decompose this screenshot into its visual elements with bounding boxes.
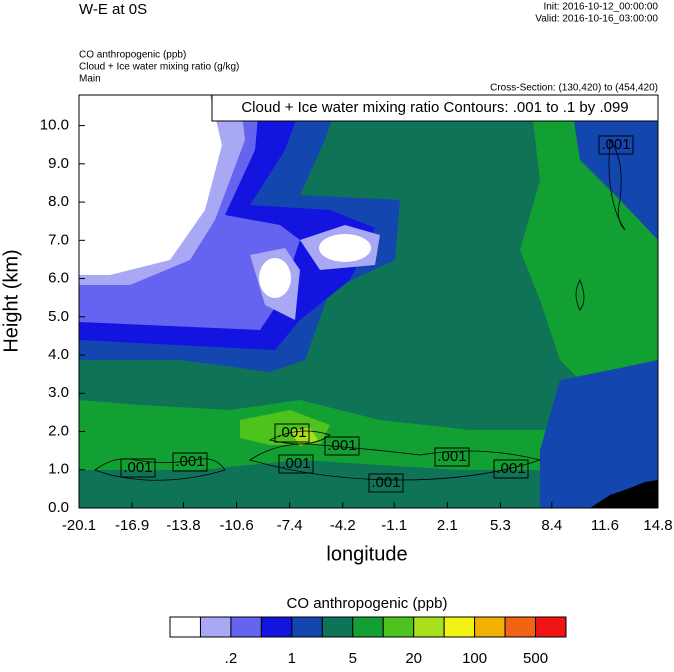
colorbar-box [199,616,232,638]
x-tick-label: 14.8 [643,517,672,534]
colorbar-box [260,616,293,638]
x-tick-label: -4.2 [330,517,356,534]
x-tick-label: -7.4 [277,517,303,534]
chart-title: W-E at 0S [79,1,147,18]
x-tick-label: 5.3 [490,517,511,534]
field-label: Main [79,74,101,85]
cross-section: Cross-Section: (130,420) to (454,420) [490,83,658,94]
y-tick-label: 10.0 [40,117,69,134]
contour-label-box [324,436,360,456]
y-tick-label: 7.0 [48,231,69,248]
valid-time: Valid: 2016-10-16_03:00:00 [535,14,658,25]
y-axis-label: Height (km) [0,249,22,352]
y-tick-label: 0.0 [48,499,69,516]
colorbar-label: 500 [523,650,548,667]
contour-label: .001 [123,459,152,476]
contour-label-box [368,473,404,493]
y-tick-label: 2.0 [48,422,69,439]
colorbar-label: 100 [462,650,487,667]
contour-label: .001 [371,474,400,491]
region [319,234,371,262]
contour-label-box [172,452,208,472]
contour-label: .001 [496,460,525,477]
x-tick-label: -1.1 [381,517,407,534]
cloud-contours [94,138,626,481]
colorbar-label: 1 [288,650,296,667]
contour-label: .001 [277,424,306,441]
contour-label: .001 [281,455,310,472]
contour-label-box [493,459,529,479]
contour-label: .001 [437,448,466,465]
x-tick-label: -16.9 [115,517,149,534]
y-tick-label: 9.0 [48,155,69,172]
region [79,95,222,275]
y-tick-label: 1.0 [48,461,69,478]
y-tick-label: 5.0 [48,308,69,325]
colorbar-title: CO anthropogenic (ppb) [287,595,448,612]
colorbar-box [321,616,354,638]
colorbar-label: 20 [405,650,422,667]
colorbar-box [535,616,567,638]
region [570,95,658,240]
x-axis-label: longitude [326,543,407,565]
y-tick-label: 4.0 [48,346,69,363]
region [259,258,291,298]
colorbar-box [443,616,476,638]
contour-label: .001 [601,136,630,153]
contour-label-box [274,423,310,443]
x-tick-label: 11.6 [591,517,619,534]
terrain [590,480,658,508]
contour-label: .001 [327,437,356,454]
colorbar-box [291,616,323,638]
x-tick-label: 8.4 [541,517,562,534]
region [290,428,318,446]
colorbar-label: .2 [225,650,238,667]
y-tick-label: 6.0 [48,270,69,287]
contour-labels: .001 .001 .001 .001 .001 .001 .001 .001 .001 [120,135,634,493]
x-tick-label: -13.8 [166,517,200,534]
contour-label-box [278,454,314,474]
contour-label-box [120,458,156,478]
x-tick-label: -10.6 [220,517,254,534]
x-tick-label: -20.1 [62,517,96,534]
contour-label: .001 [175,453,204,470]
contour-info-box [211,94,659,122]
colorbar-box [352,616,384,638]
init-time: Init: 2016-10-12_00:00:00 [543,2,658,13]
plot-area [79,95,658,508]
y-tick-label: 3.0 [48,384,69,401]
region [540,360,658,508]
field-label: CO anthropogenic (ppb) [79,50,186,61]
field-label: Cloud + Ice water mixing ratio (g/kg) [79,62,239,73]
colorbar-box [382,616,415,638]
colorbar-label: 5 [349,650,357,667]
contour-label-box [598,135,634,155]
contour-info: Cloud + Ice water mixing ratio Contours:… [241,99,628,116]
colorbar-box [504,616,537,638]
colorbar-box [169,616,201,638]
x-tick-label: 2.1 [437,517,458,534]
colorbar-box [474,616,506,638]
colorbar-box [413,616,445,638]
contour-label-box [434,447,470,467]
y-tick-label: 8.0 [48,193,69,210]
colorbar-box [230,616,262,638]
